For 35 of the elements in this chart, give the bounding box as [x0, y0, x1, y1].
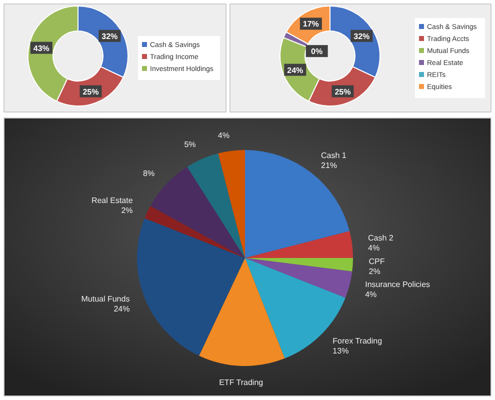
pie-slice [199, 258, 285, 366]
data-label: 17% [302, 20, 319, 29]
slice-label: Real Estate [91, 196, 134, 206]
pie-slice [245, 150, 350, 258]
pie-slice [137, 218, 245, 356]
data-label: 2% [121, 206, 133, 216]
data-label: 2% [368, 266, 380, 276]
slice-label: Mutual Funds [81, 294, 130, 304]
data-label: 8% [143, 169, 155, 178]
slice-label: CPF [368, 256, 385, 266]
pie-slice [187, 153, 245, 258]
slice-label: Cash 2 [368, 233, 394, 242]
pie-slice [245, 258, 352, 298]
pie-slice [218, 150, 245, 258]
data-label: 32% [354, 32, 370, 41]
text: 0% [311, 47, 323, 56]
pie-slice [245, 258, 353, 272]
data-label: 5% [184, 140, 196, 150]
slice-label: Forex Trading [332, 336, 382, 346]
data-label: 24% [287, 66, 304, 75]
data-label: 25% [82, 87, 99, 96]
slice-label: ETF Trading [219, 378, 264, 387]
slice-label: Cash 1 [321, 151, 347, 160]
data-label: 4% [218, 130, 230, 140]
data-label: 4% [368, 243, 380, 252]
data-label: 25% [334, 87, 351, 96]
slice-label: Insurance Policies [365, 280, 430, 289]
data-label: 24% [114, 304, 130, 314]
pie-slice [245, 231, 353, 258]
data-label: 4% [365, 290, 377, 299]
pie-slice [144, 206, 245, 258]
data-label: 21% [321, 161, 338, 170]
data-label: 13% [332, 346, 349, 356]
data-label: 32% [102, 32, 118, 41]
data-label: 43% [33, 44, 50, 53]
